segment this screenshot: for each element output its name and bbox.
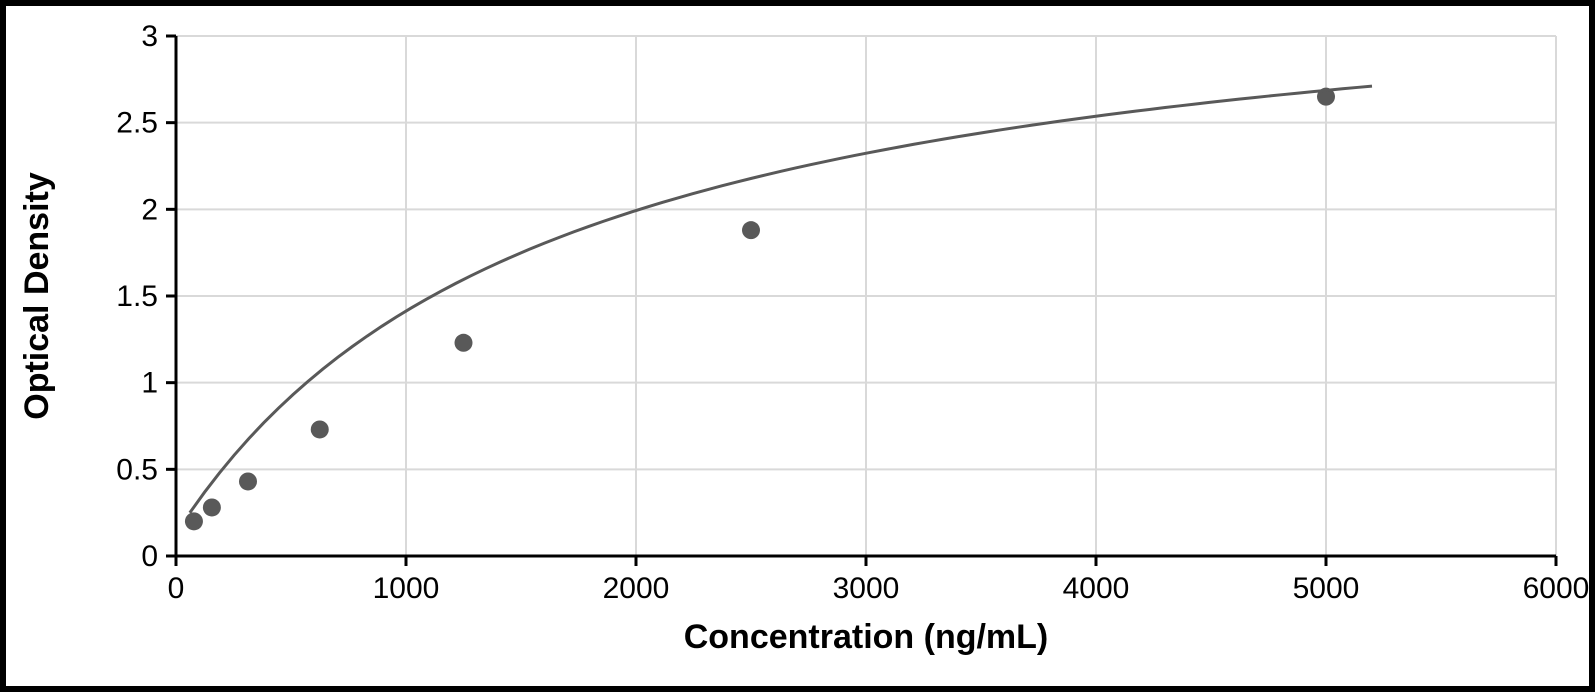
data-point xyxy=(742,221,760,239)
data-point xyxy=(203,498,221,516)
chart-frame: 0 1000 2000 3000 4000 5000 6000 0 0.5 1 1.5 2 2.5 3 Co… xyxy=(0,0,1595,692)
x-axis-title: Concentration (ng/mL) xyxy=(684,618,1049,656)
data-point xyxy=(311,420,329,438)
y-tick-label: 1.5 xyxy=(116,280,158,313)
x-tick-label: 6000 xyxy=(1523,572,1589,605)
y-tick-label: 0.5 xyxy=(116,453,158,486)
chart-svg: 0 1000 2000 3000 4000 5000 6000 0 0.5 1 1.5 2 2.5 3 Co… xyxy=(6,6,1589,686)
y-axis-title: Optical Density xyxy=(18,172,56,420)
x-tick-label: 3000 xyxy=(833,572,900,605)
data-point xyxy=(455,334,473,352)
x-tick-label: 0 xyxy=(168,572,185,605)
x-tick-label: 4000 xyxy=(1063,572,1130,605)
data-point xyxy=(185,512,203,530)
x-tick-label: 1000 xyxy=(373,572,440,605)
y-tick-label: 0 xyxy=(141,540,158,573)
y-tick-label: 1 xyxy=(141,367,158,400)
y-tick-label: 3 xyxy=(141,20,158,53)
x-tick-label: 5000 xyxy=(1293,572,1360,605)
y-tick-label: 2.5 xyxy=(116,107,158,140)
x-tick-label: 2000 xyxy=(603,572,670,605)
chart-container: 0 1000 2000 3000 4000 5000 6000 0 0.5 1 1.5 2 2.5 3 Co… xyxy=(6,6,1589,686)
y-tick-label: 2 xyxy=(141,193,158,226)
data-point xyxy=(239,472,257,490)
